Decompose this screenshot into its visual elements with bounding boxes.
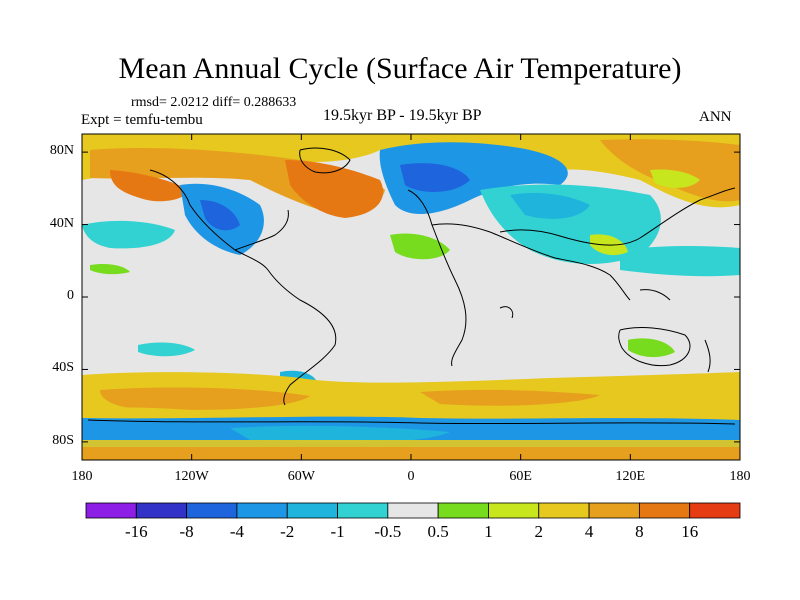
colorbar-label: -4 — [229, 522, 244, 541]
latitude-label: 40N — [49, 215, 74, 231]
latitude-label: 80S — [52, 432, 74, 448]
latitude-label: 80N — [49, 143, 74, 159]
colorbar-label: 16 — [681, 522, 699, 541]
experiment-label: Expt = temfu-tembu — [81, 112, 203, 128]
axis-ticks — [81, 134, 741, 460]
southern-ocean-warm-belt — [82, 372, 740, 425]
colorbar-label: 8 — [635, 522, 644, 541]
south-indian-warm-core — [420, 389, 600, 406]
longitude-label: 60E — [509, 469, 532, 484]
arctic-warm-region — [82, 134, 740, 208]
longitude-label: 60W — [287, 469, 315, 484]
colorbar — [85, 502, 741, 519]
coastlines — [87, 147, 736, 425]
australia-green-patch — [628, 338, 675, 358]
colorbar-swatch — [186, 502, 238, 519]
colorbar-swatch — [135, 502, 188, 519]
colorbar-label: -8 — [179, 522, 194, 541]
colorbar-swatch — [387, 502, 439, 519]
east-asia-cool-band — [620, 245, 740, 277]
colorbar-swatch — [638, 502, 691, 519]
longitude-label: 180 — [729, 469, 751, 484]
colorbar-label: 4 — [584, 522, 594, 541]
colorbar-swatch — [236, 502, 288, 519]
colorbar-label: -1 — [330, 522, 345, 541]
colorbar-swatch — [689, 502, 741, 519]
north-pacific-cool-patch — [82, 220, 175, 249]
latitude-label: 40S — [52, 360, 74, 376]
rmsd-diff-label: rmsd= 2.0212 diff= 0.288633 — [131, 95, 297, 110]
longitude-label: 120W — [174, 469, 209, 484]
northeast-asia-green-patch — [650, 169, 700, 188]
colorbar-swatch — [337, 502, 389, 519]
colorbar-label: 2 — [534, 522, 544, 541]
period-label: 19.5kyr BP - 19.5kyr BP — [323, 107, 482, 124]
south-pacific-warm-core — [100, 387, 310, 410]
longitude-label: 0 — [407, 469, 415, 484]
scandinavia-cold-core — [400, 163, 470, 192]
colorbar-swatch — [488, 502, 540, 519]
north-atlantic-cold-region — [379, 142, 568, 215]
north-america-cold-core — [200, 200, 240, 231]
colorbar-swatch — [286, 502, 338, 519]
longitude-label: 180 — [71, 469, 93, 484]
colorbar-label: -16 — [124, 522, 148, 541]
antarctic-coast-cool-band — [230, 425, 450, 444]
antarctic-interior-warm-core — [82, 447, 740, 460]
longitude-label: 120E — [615, 469, 646, 484]
north-africa-green-patch — [390, 233, 450, 260]
plot-title: Mean Annual Cycle (Surface Air Temperatu… — [118, 52, 682, 85]
colorbar-swatch — [85, 502, 137, 519]
colorbar-swatch — [538, 502, 590, 519]
temperature-field — [82, 134, 740, 460]
central-asia-cool-core — [510, 193, 590, 219]
tropical-pacific-green-patch — [90, 263, 130, 275]
colorbar-swatch — [437, 502, 489, 519]
south-pacific-cool-patch — [138, 342, 195, 357]
latitude-label: 0 — [67, 288, 74, 303]
colorbar-label: 1 — [484, 522, 493, 541]
season-label: ANN — [699, 109, 732, 125]
north-pacific-warm-core — [110, 170, 190, 202]
labrador-sea-warm-core — [285, 160, 384, 218]
colorbar-label: -0.5 — [374, 522, 402, 541]
colorbar-swatch — [588, 502, 640, 519]
colorbar-label: -2 — [280, 522, 295, 541]
colorbar-label: 0.5 — [427, 522, 449, 541]
